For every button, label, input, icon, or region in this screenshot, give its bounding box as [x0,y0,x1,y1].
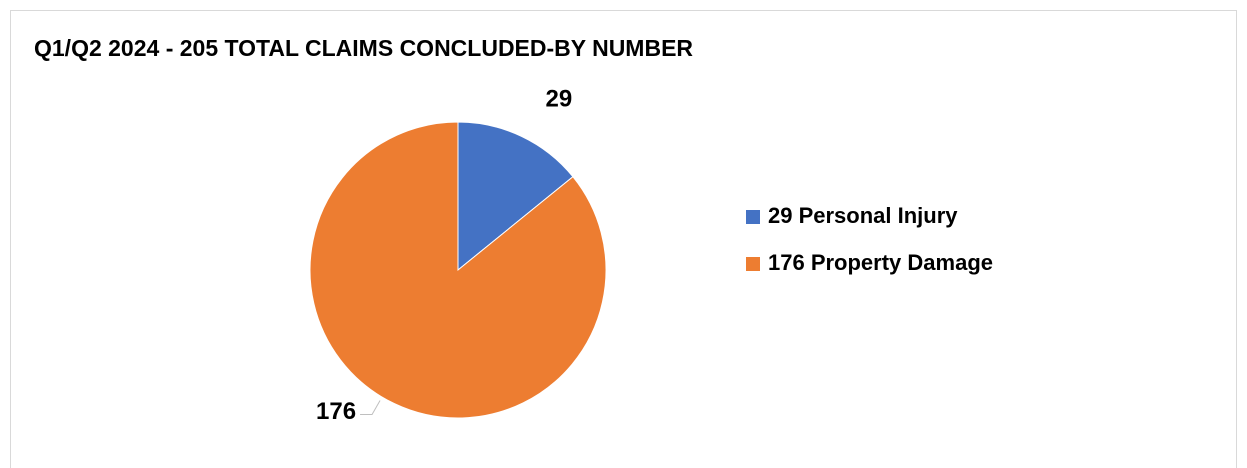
leader-line [360,400,381,415]
legend-swatch [746,210,760,224]
data-label: 29 [545,86,572,113]
legend-swatch [746,257,760,271]
chart-border [10,10,1237,468]
chart-title: Q1/Q2 2024 - 205 TOTAL CLAIMS CONCLUDED-… [34,35,693,61]
legend-label: 29 Personal Injury [768,203,958,228]
legend-label: 176 Property Damage [768,250,993,275]
pie-slice [309,121,607,419]
data-label: 176 [316,398,356,425]
pie-slice [457,121,574,272]
